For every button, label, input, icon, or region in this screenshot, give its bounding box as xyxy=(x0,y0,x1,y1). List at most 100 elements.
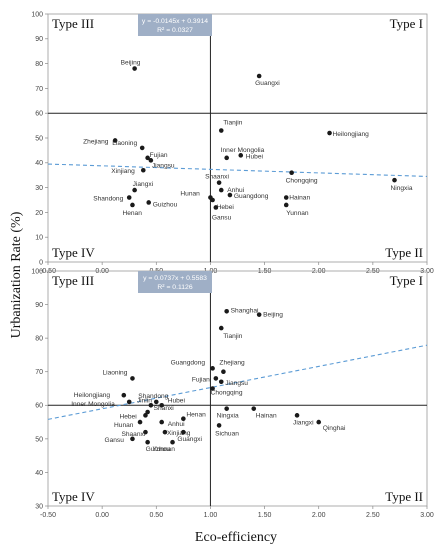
x-tick-label: 1.00 xyxy=(204,512,218,519)
y-tick-label: 40 xyxy=(35,470,43,477)
data-label-hainan: Hainan xyxy=(256,413,277,420)
x-tick-label: 2.00 xyxy=(312,512,326,519)
data-label-xinjiang: Xinjiang xyxy=(111,168,135,175)
data-point-anhui xyxy=(159,419,164,425)
data-point-chongqing xyxy=(289,170,294,176)
trendline-equation-box xyxy=(138,271,212,293)
data-label-beijing: Beijing xyxy=(121,60,141,67)
data-label-jiangxi: Jiangxi xyxy=(293,419,314,426)
x-tick-label: 3.00 xyxy=(420,512,434,519)
y-tick-label: 80 xyxy=(35,61,43,68)
data-point-hunan xyxy=(137,419,143,425)
x-tick-label: 2.50 xyxy=(366,512,380,519)
data-label-fujian: Fujian xyxy=(150,152,168,159)
data-label-inner-mongolia: Inner Mongolia xyxy=(221,147,265,154)
data-point-chongqing xyxy=(210,386,215,391)
data-point-henan xyxy=(181,416,186,422)
data-point-zhejiang xyxy=(112,138,118,143)
data-point-hebei xyxy=(143,413,148,418)
data-point-guizhou xyxy=(145,439,150,445)
data-label-heilongjiang: Heilongjiang xyxy=(74,392,111,399)
y-tick-label: 80 xyxy=(35,336,43,343)
data-label-gansu: Gansu xyxy=(212,214,232,221)
y-tick-label: 50 xyxy=(35,135,43,142)
data-point-anhui xyxy=(218,187,224,193)
data-point-heilongjiang xyxy=(327,130,332,136)
data-point-hainan xyxy=(283,195,289,200)
data-label-shandong: Shandong xyxy=(93,196,123,203)
data-point-shandong xyxy=(126,195,132,200)
x-tick-label: 0.00 xyxy=(95,512,109,519)
y-tick-label: 90 xyxy=(35,302,43,309)
data-point-liaoning xyxy=(130,376,135,381)
quadrant-label-type-ii: Type II xyxy=(385,489,423,504)
x-tick-label: 1.50 xyxy=(258,512,272,519)
y-tick-label: 30 xyxy=(35,185,43,192)
trendline xyxy=(47,163,428,177)
data-label-gansu: Gansu xyxy=(104,437,124,444)
data-label-hubei: Hubei xyxy=(246,153,264,160)
data-point-xinjiang xyxy=(162,429,168,435)
data-label-guizhou: Guizhou xyxy=(146,446,171,453)
y-tick-label: 70 xyxy=(35,369,43,376)
data-label-shanxi: Shanxi xyxy=(154,405,175,412)
data-point-beijing xyxy=(256,312,262,317)
data-point-shanxi xyxy=(145,409,150,415)
y-tick-label: 90 xyxy=(35,36,43,43)
data-label-hunan: Hunan xyxy=(180,191,200,198)
data-label-henan: Henan xyxy=(186,412,206,419)
data-point-guangdong xyxy=(227,192,233,198)
data-label-hebei: Hebei xyxy=(119,413,137,420)
data-label-hubei: Hubei xyxy=(168,397,186,404)
data-label-jiangxi: Jiangxi xyxy=(133,181,154,188)
data-point-zhejiang xyxy=(221,369,226,375)
data-label-shandong: Shandong xyxy=(138,393,168,400)
trendline-equation: y = 0.0737x + 0.5583 xyxy=(143,275,207,282)
data-label-tianjin: Tianjin xyxy=(223,333,243,340)
data-label-ningxia: Ningxia xyxy=(391,185,413,192)
data-label-shaanxi: Shaanxi xyxy=(121,431,145,438)
x-tick-label: 2.00 xyxy=(312,268,326,275)
data-label-xinjiang: Xinjiang xyxy=(167,430,191,437)
data-label-liaoning: Liaoning xyxy=(102,369,127,376)
data-point-gansu xyxy=(213,205,219,210)
data-point-guangdong xyxy=(210,366,215,371)
data-label-sichuan: Sichuan xyxy=(215,430,239,437)
trendline-r2: R² = 0.0327 xyxy=(157,27,193,34)
x-axis-label: Eco-efficiency xyxy=(195,530,277,545)
data-point-inner-mongolia xyxy=(224,155,229,161)
data-label-heilongjiang: Heilongjiang xyxy=(333,131,370,138)
quadrant-label-type-iii: Type III xyxy=(52,16,94,31)
data-label-shaanxi: Shaanxi xyxy=(205,174,229,181)
data-label-liaoning: Liaoning xyxy=(112,140,137,147)
data-label-chongqing: Chongqing xyxy=(211,390,243,397)
data-point-tianjin xyxy=(218,128,224,133)
y-tick-label: 60 xyxy=(35,111,43,118)
trendline-equation-box xyxy=(138,14,212,36)
plot-frame xyxy=(47,270,428,507)
data-label-guizhou: Guizhou xyxy=(153,201,178,208)
x-tick-label: 1.50 xyxy=(258,268,272,275)
quadrant-label-type-iii: Type III xyxy=(52,273,94,288)
data-point-liaoning xyxy=(139,145,145,151)
data-label-zhejiang: Zhejiang xyxy=(219,360,245,367)
data-point-hubei xyxy=(159,402,164,408)
data-point-guangxi xyxy=(256,73,262,79)
data-label-beijing: Beijing xyxy=(263,312,283,319)
data-label-hunan: Hunan xyxy=(114,422,134,429)
data-label-guangdong: Guangdong xyxy=(234,193,269,200)
quadrant-label-type-i: Type I xyxy=(390,16,423,31)
data-point-hebei xyxy=(210,197,215,203)
data-label-shanghai: Shanghai xyxy=(231,307,259,314)
quadrant-label-type-iv: Type IV xyxy=(52,489,95,504)
data-point-ningxia xyxy=(224,406,229,411)
trendline-r2: R² = 0.1126 xyxy=(157,284,192,291)
data-point-tianjin xyxy=(218,325,224,331)
y-tick-label: 0 xyxy=(39,259,43,266)
data-point-jiangxi xyxy=(294,413,300,418)
data-label-jiangsu: Jiangsu xyxy=(225,380,248,387)
data-label-jinlin: Jinlin xyxy=(137,397,152,404)
data-point-beijing xyxy=(132,66,137,71)
y-axis-label: Urbanization Rate (%) xyxy=(9,211,24,338)
data-label-qinghai: Qinghai xyxy=(323,425,346,432)
